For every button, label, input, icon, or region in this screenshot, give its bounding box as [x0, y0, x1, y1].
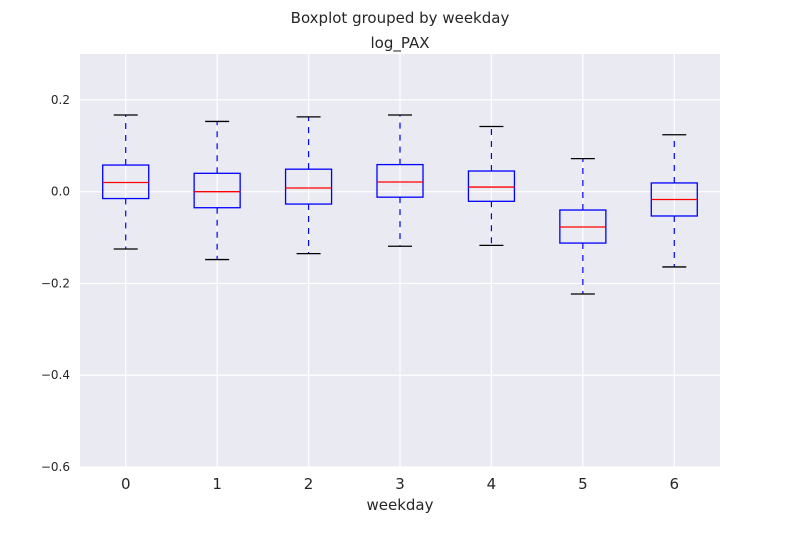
- y-tick-label: −0.2: [41, 276, 70, 290]
- box-group: [559, 157, 607, 295]
- box-iqr: [284, 168, 333, 205]
- x-tick-label: 0: [121, 475, 131, 493]
- y-tick-label: 0.2: [51, 93, 70, 107]
- box-iqr: [376, 163, 424, 198]
- tick-layer: 0.2 0.0 −0.2 −0.4 −0.6 0 1 2 3 4 5 6: [41, 93, 679, 493]
- chart-suptitle: Boxplot grouped by weekday: [291, 9, 510, 27]
- x-tick-label: 3: [395, 475, 405, 493]
- box-layer: [102, 114, 698, 295]
- chart-title: log_PAX: [371, 34, 430, 53]
- x-tick-label: 4: [487, 475, 497, 493]
- box-iqr: [467, 170, 516, 202]
- x-tick-label: 5: [578, 475, 588, 493]
- y-tick-label: −0.6: [41, 460, 70, 474]
- y-tick-label: −0.4: [41, 368, 70, 382]
- box-group: [467, 125, 516, 247]
- box-group: [376, 114, 424, 247]
- x-tick-label: 1: [212, 475, 222, 493]
- box-group: [102, 114, 150, 250]
- box-group: [193, 120, 241, 261]
- box-group: [650, 134, 698, 268]
- box-iqr: [102, 164, 150, 200]
- x-tick-label: 6: [670, 475, 680, 493]
- x-axis-label: weekday: [366, 496, 433, 514]
- box-iqr: [193, 172, 241, 209]
- y-tick-label: 0.0: [51, 185, 70, 199]
- box-group: [284, 116, 333, 255]
- x-tick-label: 2: [304, 475, 314, 493]
